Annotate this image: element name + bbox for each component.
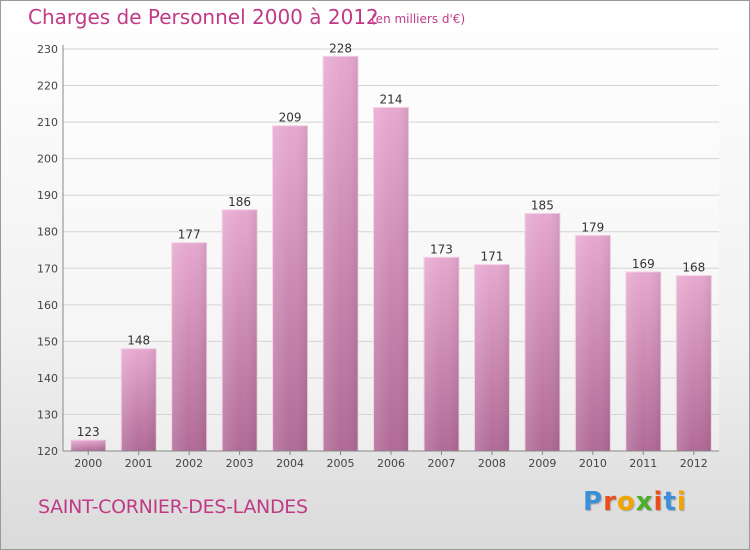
bar-shade <box>323 56 359 452</box>
bar-2007 <box>423 256 460 452</box>
x-tick-label: 2011 <box>629 457 657 470</box>
x-tick-label: 2010 <box>579 457 607 470</box>
bar-2009 <box>524 212 561 452</box>
y-tick-label: 130 <box>37 408 58 421</box>
bar-shade <box>121 348 157 451</box>
bar-shade <box>625 271 661 451</box>
bar-shade <box>70 440 106 451</box>
bar-value-label: 177 <box>178 228 201 242</box>
y-tick-label: 210 <box>37 116 58 129</box>
bar-value-label: 228 <box>329 41 352 55</box>
x-tick-label: 2009 <box>528 457 556 470</box>
logo-letter: r <box>603 487 617 517</box>
bar-value-label: 209 <box>279 111 302 125</box>
bar-value-label: 123 <box>77 425 100 439</box>
y-tick-label: 200 <box>37 153 58 166</box>
bar-shade <box>474 264 510 451</box>
bar-value-label: 169 <box>632 257 655 271</box>
commune-name: SAINT-CORNIER-DES-LANDES <box>38 496 308 518</box>
bar-value-label: 179 <box>581 220 604 234</box>
bar-value-label: 171 <box>480 250 503 264</box>
bar-shade <box>423 257 459 451</box>
bar-shade <box>272 125 308 451</box>
x-tick-label: 2003 <box>226 457 254 470</box>
bar-value-label: 173 <box>430 242 453 256</box>
bar-shade <box>222 209 258 451</box>
x-tick-label: 2006 <box>377 457 405 470</box>
bar-2005 <box>322 55 359 452</box>
y-tick-label: 190 <box>37 189 58 202</box>
x-tick-label: 2008 <box>478 457 506 470</box>
bar-2000 <box>70 439 107 452</box>
y-tick-label: 120 <box>37 445 58 458</box>
x-tick-label: 2000 <box>74 457 102 470</box>
x-tick-label: 2005 <box>327 457 355 470</box>
y-tick-label: 180 <box>37 226 58 239</box>
y-tick-label: 230 <box>37 43 58 56</box>
bar-2011 <box>625 271 662 452</box>
chart-subtitle: (en milliers d'€) <box>371 12 466 26</box>
bar-value-label: 214 <box>380 92 403 106</box>
logo-letter: P <box>583 487 604 517</box>
x-tick-label: 2001 <box>125 457 153 470</box>
logo-letter: i <box>676 487 687 517</box>
chart-title: Charges de Personnel 2000 à 2012 <box>28 5 379 29</box>
bar-2004 <box>272 125 309 452</box>
bar-value-label: 186 <box>228 195 251 209</box>
bar-shade <box>373 107 409 452</box>
y-tick-label: 150 <box>37 335 58 348</box>
x-tick-label: 2012 <box>680 457 708 470</box>
logo-letter: x <box>635 487 654 517</box>
bar-value-label: 185 <box>531 198 554 212</box>
x-tick-label: 2004 <box>276 457 304 470</box>
bar-2010 <box>574 234 611 452</box>
bar-shade <box>676 275 712 451</box>
bar-2008 <box>473 264 510 452</box>
bar-2003 <box>221 209 258 452</box>
logo-letter: o <box>616 487 636 517</box>
bar-shade <box>524 213 560 451</box>
x-tick-label: 2007 <box>427 457 455 470</box>
bar-shade <box>171 242 207 451</box>
logo-letter: t <box>663 487 677 517</box>
bar-2012 <box>675 275 712 452</box>
bar-value-label: 148 <box>127 334 150 348</box>
y-tick-label: 140 <box>37 372 58 385</box>
y-tick-label: 160 <box>37 299 58 312</box>
bar-2001 <box>120 348 157 452</box>
y-tick-label: 170 <box>37 262 58 275</box>
bar-shade <box>575 235 611 451</box>
proxiti-logo: Proxiti <box>583 487 687 517</box>
y-tick-label: 220 <box>37 80 58 93</box>
x-tick-label: 2002 <box>175 457 203 470</box>
bar-value-label: 168 <box>682 261 705 275</box>
logo-letter: i <box>653 487 664 517</box>
bar-2006 <box>373 106 409 452</box>
bar-2002 <box>171 242 208 452</box>
